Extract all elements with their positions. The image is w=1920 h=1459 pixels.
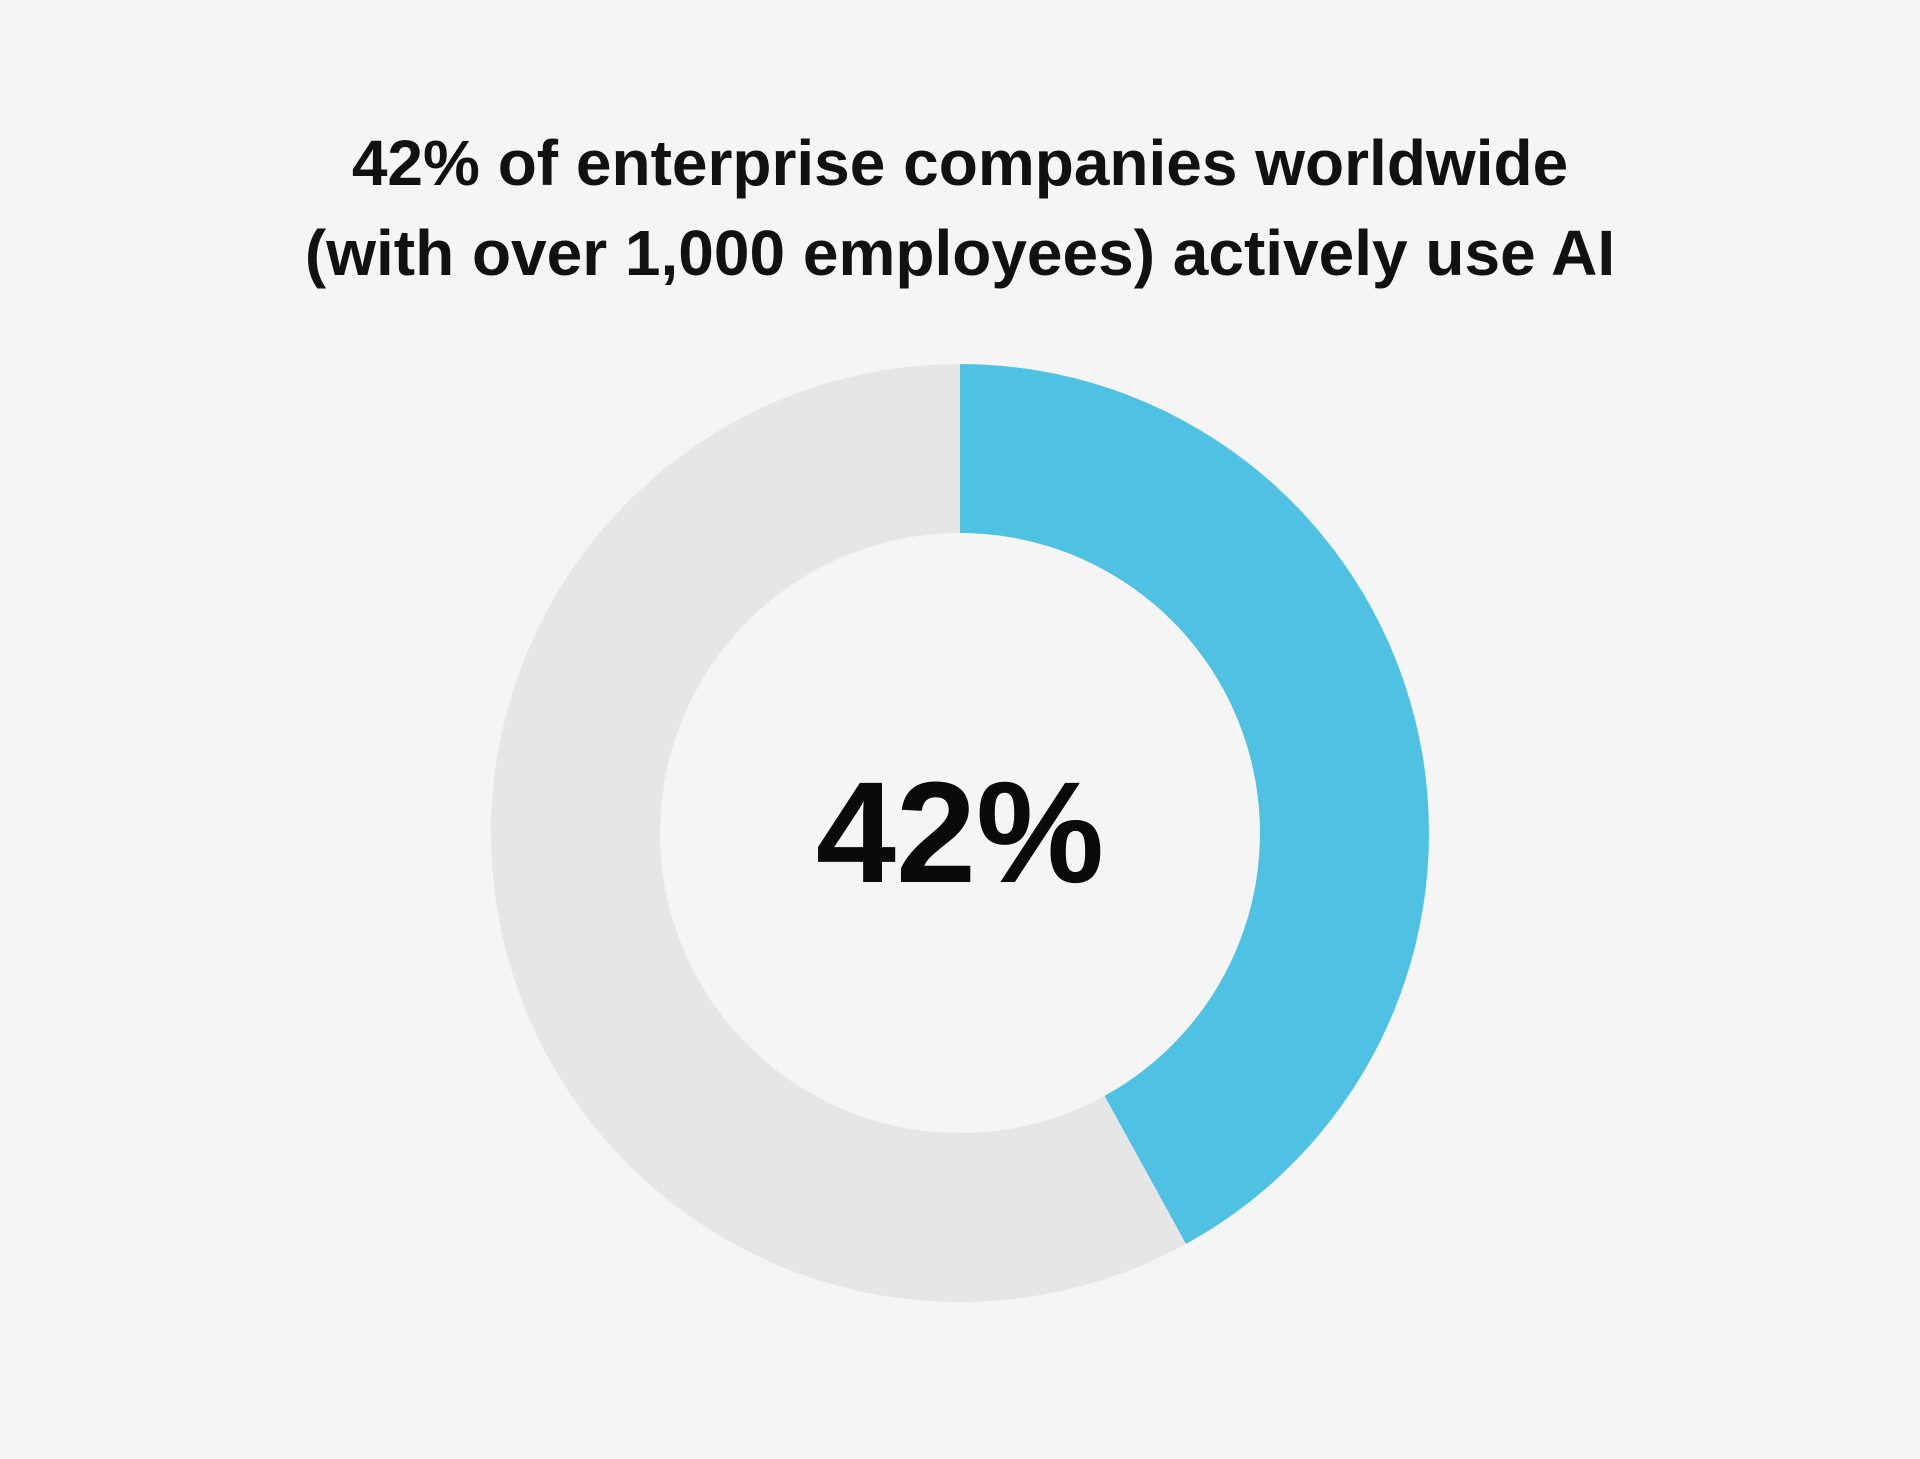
chart-title: 42% of enterprise companies worldwide (w… <box>0 118 1920 298</box>
donut-slice-actively-use-ai <box>960 364 1430 1244</box>
center-percentage-label: 42% <box>815 752 1105 913</box>
chart-title-line-1: 42% of enterprise companies worldwide <box>351 127 1569 199</box>
chart-title-line-2: (with over 1,000 employees) actively use… <box>304 217 1616 289</box>
donut-slice-other <box>491 364 1186 1302</box>
